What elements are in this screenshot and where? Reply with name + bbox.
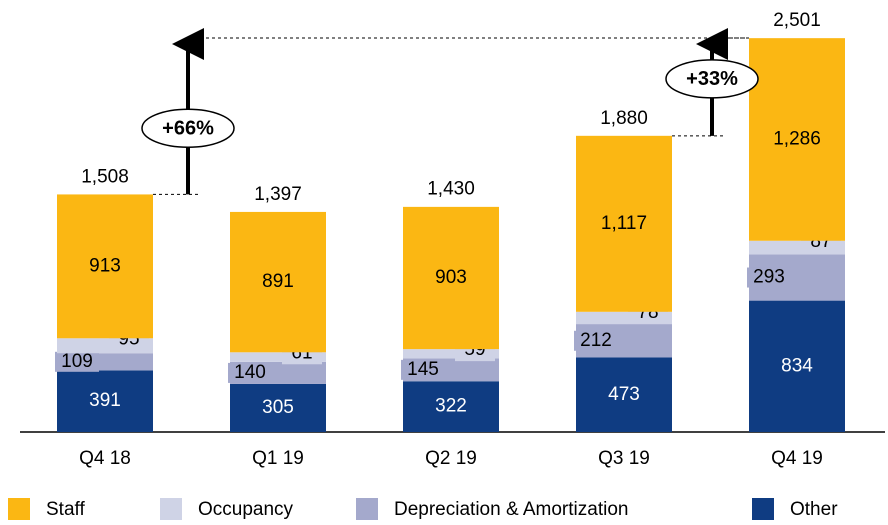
label-bg xyxy=(55,351,99,372)
value-label: 1,286 xyxy=(773,128,821,149)
bar-segment xyxy=(576,135,672,312)
value-label: 293 xyxy=(753,267,785,288)
value-label: 145 xyxy=(407,359,439,380)
value-label: 140 xyxy=(234,362,266,383)
value-label: 891 xyxy=(262,271,294,292)
legend-swatch xyxy=(356,498,378,520)
value-label: 109 xyxy=(61,351,93,372)
value-label: 322 xyxy=(435,396,467,417)
value-label: 834 xyxy=(781,355,813,376)
label-bg xyxy=(401,359,445,380)
x-tick-label: Q3 19 xyxy=(598,448,650,469)
x-tick-label: Q4 18 xyxy=(79,448,131,469)
bar-segment xyxy=(403,206,499,350)
bar-segment xyxy=(230,352,326,362)
value-label: 305 xyxy=(262,397,294,418)
legend-label: Other xyxy=(790,499,838,520)
x-tick-label: Q1 19 xyxy=(252,448,304,469)
bar-segment xyxy=(57,194,153,339)
total-label: 2,501 xyxy=(773,10,821,31)
total-label: 1,430 xyxy=(427,179,475,200)
value-label: 913 xyxy=(89,255,121,276)
bar-segment xyxy=(749,38,845,241)
bar-segment xyxy=(576,357,672,432)
annotation-bubble xyxy=(665,59,759,99)
bar-segment xyxy=(57,370,153,432)
annotation-bubble xyxy=(141,108,235,148)
legend-label: Occupancy xyxy=(198,499,294,520)
value-label: 1,117 xyxy=(601,213,647,234)
label-bg xyxy=(228,362,272,383)
x-tick-label: Q4 19 xyxy=(771,448,823,469)
legend-swatch xyxy=(160,498,182,520)
bar-segment xyxy=(403,349,499,359)
annotation: +33% xyxy=(686,68,738,90)
x-tick-label: Q2 19 xyxy=(425,448,477,469)
bar-segment xyxy=(230,211,326,353)
total-label: 1,508 xyxy=(81,166,129,187)
value-label: 473 xyxy=(608,384,640,405)
value-label: 391 xyxy=(89,390,121,411)
bar-segment xyxy=(403,381,499,432)
total-label: 1,397 xyxy=(254,184,302,205)
legend-swatch xyxy=(8,498,30,520)
total-label: 1,880 xyxy=(600,108,648,129)
bar-segment xyxy=(749,300,845,432)
bar-segment xyxy=(230,383,326,432)
legend-label: Depreciation & Amortization xyxy=(394,499,628,520)
legend-label: Staff xyxy=(46,499,85,520)
value-label: 212 xyxy=(580,330,612,351)
annotation: +66% xyxy=(162,117,214,139)
legend-swatch xyxy=(752,498,774,520)
label-bg xyxy=(574,330,618,351)
label-bg xyxy=(747,267,791,288)
value-label: 903 xyxy=(435,267,467,288)
